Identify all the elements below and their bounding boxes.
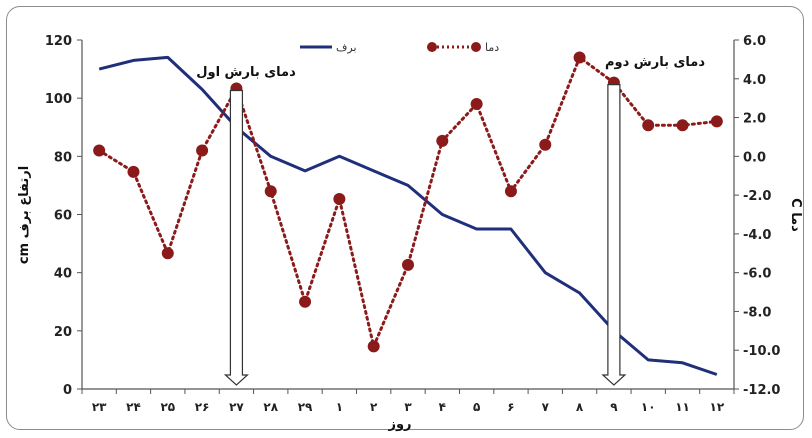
temp-point [299,295,312,308]
x-tick-label: ۸ [576,400,584,414]
right-tick-label: -10.0 [743,344,780,359]
temp-point [333,192,346,205]
right-tick-label: -2.0 [743,189,771,204]
temp-point [710,115,723,128]
left-tick-label: 80 [54,150,72,165]
x-tick-label: ۲۴ [126,400,141,414]
right-tick-label: -4.0 [743,228,771,243]
temp-point [264,185,277,198]
x-tick-label: ۷ [542,400,550,414]
right-tick-label: 2.0 [743,112,766,127]
left-tick-label: 0 [63,383,72,398]
right-tick-label: -8.0 [743,305,771,320]
x-tick-label: ۲۸ [263,400,278,414]
annotation-arrow-1 [223,89,249,386]
temp-point [402,258,414,271]
legend-label-temp: دما [485,41,499,54]
x-tick-label: ۱۱ [675,400,690,414]
x-tick-label: ۶ [507,400,514,414]
x-tick-label: ۱۰ [641,400,656,414]
left-tick-label: 40 [54,267,72,282]
temp-point [436,134,449,147]
x-tick-label: ۵ [473,400,480,414]
temp-point [470,97,483,110]
x-tick-label: ۲۵ [160,400,175,414]
left-tick-label: 100 [45,92,72,107]
temp-point [539,138,552,151]
series-line-snow [98,55,718,376]
temp-point [367,340,380,353]
legend-marker-temp-2 [471,42,481,52]
temp-point [676,119,689,132]
x-tick-label: ۳ [404,400,412,414]
chart-frame [6,6,804,430]
right-tick-label: -6.0 [743,267,771,282]
right-tick-label: -12.0 [743,383,780,398]
y-axis-right-label: دما C [788,198,803,232]
temp-point [504,185,517,198]
right-tick-label: 0.0 [743,150,766,165]
x-axis-label: روز [387,417,411,432]
annotation-first-rain: دمای بارش اول [196,65,296,80]
left-tick-label: 120 [45,34,72,49]
x-tick-label: ۹ [610,400,618,414]
x-tick-label: ۲۶ [195,400,210,414]
series-layer [93,51,723,376]
temp-point [161,247,174,260]
right-tick-label: 4.0 [743,73,766,88]
right-tick-label: 6.0 [743,34,766,49]
x-tick-label: ۲ [370,400,378,414]
annotation-arrows [223,84,627,386]
x-tick-label: ۴ [439,400,446,414]
temp-point [642,119,655,132]
x-tick-label: ۲۷ [229,400,244,414]
x-tick-label: ۲۹ [298,400,313,414]
annotation-second-rain: دمای بارش دوم [605,55,705,70]
legend-label-snow: برف [336,41,357,54]
temp-point [93,144,106,157]
x-tick-label: ۲۳ [92,400,107,414]
temp-point [127,165,140,178]
left-tick-label: 60 [54,209,72,224]
series-line-temp [97,55,719,352]
left-tick-label: 20 [54,325,72,340]
x-tick-label: ۱۲ [710,400,725,414]
legend: برف دما [300,41,499,54]
x-tick-label: ۱ [336,400,343,414]
right-axis-ticks: -12.0 -10.0 -8.0 -6.0 -4.0 -2.0 0.0 2.0 4.0 6.0 [734,34,780,398]
temp-point [573,51,586,64]
x-axis-ticks: ۲۳ ۲۴ ۲۵ ۲۶ ۲۷ ۲۸ ۲۹ ۱ ۲ ۳ ۴ ۵ ۶ ۷ ۸ ۹ ۱۰ ۱۱ ۱۲ [81,389,735,414]
legend-marker-temp [427,42,437,52]
left-axis-ticks: 0 20 40 60 80 100 120 [45,34,82,398]
y-axis-left-label: ارتفاع برف cm [17,166,32,264]
temp-point [196,144,209,157]
annotation-arrow-2 [601,84,627,386]
